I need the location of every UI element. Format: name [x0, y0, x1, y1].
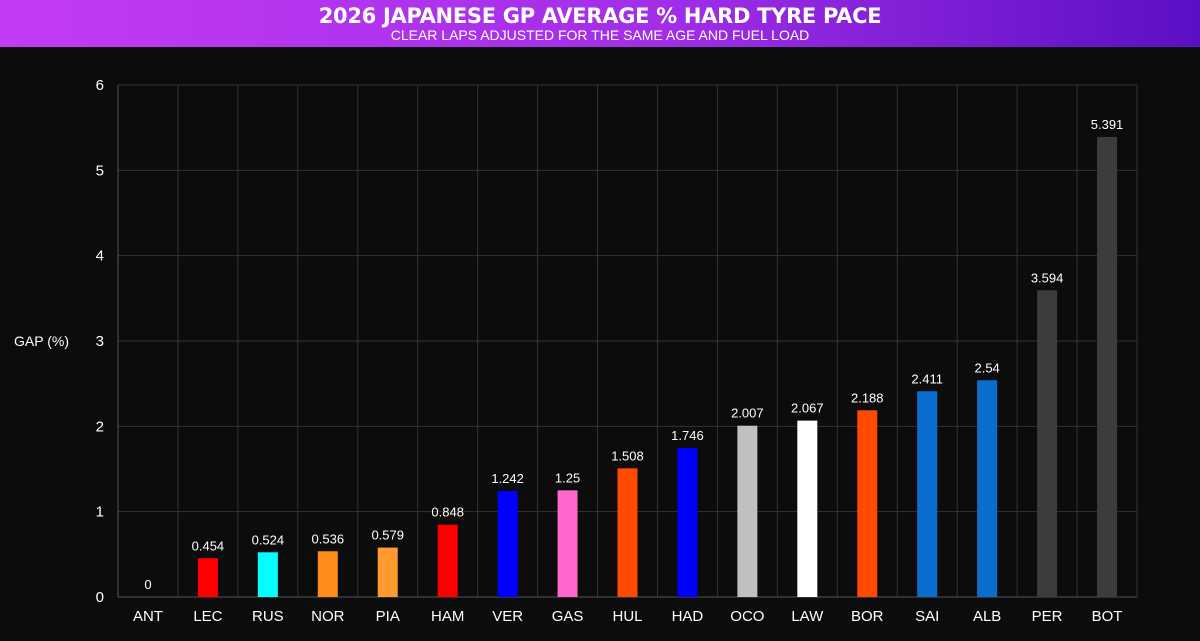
y-tick-label: 4	[96, 248, 104, 265]
x-tick-label: PIA	[376, 608, 400, 625]
bar-ver	[497, 491, 518, 597]
bar-ham	[437, 524, 458, 597]
chart-title: 2026 JAPANESE GP AVERAGE % HARD TYRE PAC…	[318, 4, 882, 28]
x-tick-label: SAI	[915, 608, 939, 625]
data-label: 1.508	[611, 448, 644, 463]
data-label: 2.54	[974, 360, 999, 375]
data-label: 1.746	[671, 428, 704, 443]
data-label: 2.007	[731, 406, 764, 421]
x-axis-ticks: ANT LEC RUS NOR PIA HAM VER GAS HUL HAD OCO LAW BOR S…	[133, 608, 1122, 625]
bar-had	[677, 448, 698, 597]
x-tick-label: BOR	[851, 608, 884, 625]
x-tick-label: LEC	[193, 608, 222, 625]
data-label: 0	[144, 577, 151, 592]
grid-lines	[117, 84, 1138, 598]
data-label: 0.524	[252, 532, 285, 547]
y-tick-label: 3	[96, 333, 104, 350]
data-label: 0.536	[312, 531, 345, 546]
x-tick-label: RUS	[252, 608, 284, 625]
y-tick-label: 1	[96, 504, 104, 521]
x-tick-label: HAD	[672, 608, 704, 625]
data-labels: 0 0.454 0.524 0.536 0.579 0.848 1.242 1.25 1.508…	[144, 117, 1123, 592]
bar-hul	[617, 468, 638, 597]
x-tick-label: HAM	[431, 608, 464, 625]
y-tick-label: 2	[96, 418, 104, 435]
bar-law	[797, 420, 818, 597]
y-axis-label: GAP (%)	[14, 333, 69, 349]
x-tick-label: ALB	[973, 608, 1001, 625]
x-tick-label: HUL	[612, 608, 642, 625]
bar-pia	[377, 547, 398, 597]
data-label: 0.848	[431, 505, 464, 520]
x-tick-label: ANT	[133, 608, 163, 625]
data-label: 1.25	[555, 470, 580, 485]
bar-lec	[197, 558, 218, 597]
data-label: 2.411	[911, 371, 943, 386]
data-label: 2.188	[851, 390, 884, 405]
y-axis-ticks: 0 1 2 3 4 5 6	[96, 77, 104, 606]
data-label: 0.579	[371, 528, 404, 543]
data-label: 5.391	[1091, 117, 1124, 132]
bar-oco	[737, 425, 758, 597]
bar-rus	[257, 552, 278, 597]
bar-alb	[977, 380, 998, 597]
y-tick-label: 6	[96, 77, 104, 94]
title-banner	[0, 0, 1200, 47]
bar-per	[1037, 290, 1058, 597]
bar-bot	[1097, 136, 1118, 597]
data-label: 3.594	[1031, 270, 1064, 285]
x-tick-label: BOT	[1092, 608, 1123, 625]
data-label: 2.067	[791, 401, 824, 416]
x-tick-label: VER	[492, 608, 523, 625]
bar-sai	[917, 391, 938, 597]
data-label: 0.454	[192, 538, 225, 553]
x-tick-label: NOR	[311, 608, 345, 625]
x-tick-label: LAW	[791, 608, 824, 625]
y-tick-label: 0	[96, 589, 104, 606]
x-tick-label: GAS	[552, 608, 584, 625]
bar-gas	[557, 490, 578, 597]
x-tick-label: OCO	[730, 608, 764, 625]
data-label: 1.242	[491, 471, 524, 486]
bar-nor	[317, 551, 338, 597]
x-tick-label: PER	[1032, 608, 1063, 625]
bars	[197, 136, 1118, 597]
bar-bor	[857, 410, 878, 597]
y-tick-label: 5	[96, 162, 104, 179]
chart-subtitle: CLEAR LAPS ADJUSTED FOR THE SAME AGE AND…	[390, 27, 810, 43]
